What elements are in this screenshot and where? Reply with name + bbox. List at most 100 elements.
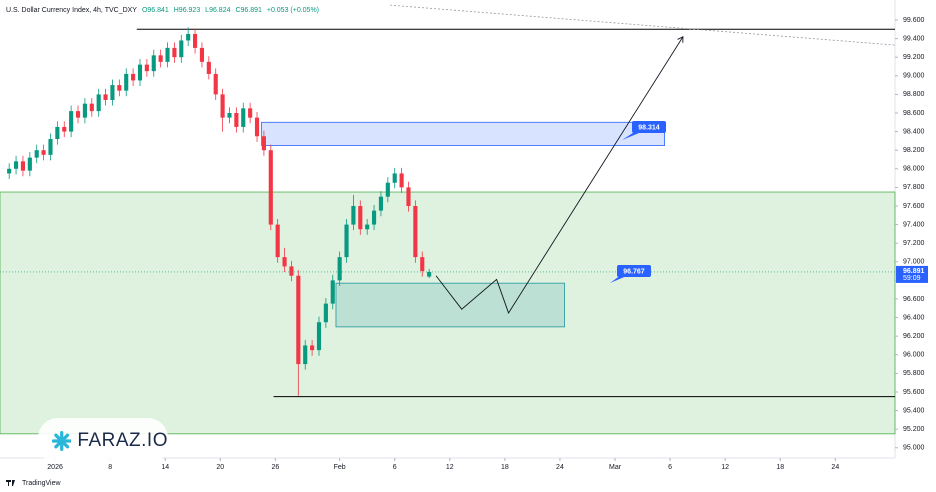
candle-body: [20, 161, 26, 171]
candle-body: [330, 280, 335, 304]
callout-pointer: [622, 131, 644, 140]
y-tick-label: 95.600: [903, 389, 925, 396]
high: H96.923: [173, 7, 201, 14]
candle-body: [378, 196, 384, 211]
candle-body: [103, 94, 108, 100]
y-tick-label: 98.800: [903, 91, 925, 98]
y-tick-label: 97.000: [903, 259, 925, 266]
zone: [261, 121, 665, 146]
y-tick-label: 99.400: [903, 35, 925, 42]
candle-body: [137, 64, 143, 81]
candle-body: [427, 271, 432, 277]
y-tick-label: 95.000: [903, 445, 925, 452]
candle-body: [48, 139, 53, 155]
y-tick-label: 96.000: [903, 352, 925, 359]
x-tick-label: 12: [721, 464, 729, 471]
candle-body: [69, 111, 74, 132]
y-tick-label: 98.000: [903, 166, 925, 173]
candle-body: [89, 103, 94, 112]
candle-body: [144, 64, 149, 72]
zone: [335, 282, 565, 328]
x-tick-label: 18: [501, 464, 509, 471]
candle-body: [213, 73, 218, 95]
candle-body: [41, 150, 46, 155]
candle-body: [117, 85, 122, 91]
y-tick-label: 96.400: [903, 314, 925, 321]
x-tick-label: 20: [216, 464, 224, 471]
header: U.S. Dollar Currency Index, 4h, TVC_DXY …: [6, 7, 322, 14]
candle-body: [62, 126, 67, 132]
candle-body: [179, 40, 184, 58]
open: O96.841: [141, 7, 169, 14]
low: L96.824: [205, 7, 231, 14]
candle-body: [220, 94, 225, 118]
y-tick-label: 96.600: [903, 296, 925, 303]
candle-body: [420, 257, 425, 272]
x-tick-label: 2026: [47, 464, 63, 471]
candle-body: [275, 224, 280, 258]
candle-body: [234, 112, 239, 127]
candle-body: [165, 47, 170, 62]
trend-line: [390, 4, 896, 46]
candle-body: [227, 112, 232, 118]
last-price-label: 96.891: [903, 268, 925, 275]
candle-body: [296, 275, 301, 365]
x-tick-label: 6: [668, 464, 672, 471]
x-tick-label: 24: [556, 464, 564, 471]
candle-body: [34, 150, 39, 158]
y-tick-label: 97.200: [903, 240, 925, 247]
candle-body: [337, 257, 342, 281]
x-tick-label: Mar: [609, 464, 622, 471]
candle-body: [199, 47, 205, 62]
candle-body: [248, 108, 253, 118]
y-tick-label: 95.400: [903, 407, 925, 414]
x-tick-label: Feb: [334, 464, 346, 471]
y-tick-label: 95.800: [903, 370, 925, 377]
zone: [0, 191, 896, 435]
x-tick-label: 14: [161, 464, 169, 471]
candle-body: [96, 94, 101, 112]
candle-body: [344, 224, 349, 258]
candle-body: [413, 205, 418, 258]
candle-body: [82, 103, 87, 118]
candle-body: [7, 168, 12, 174]
y-tick-label: 99.200: [903, 54, 925, 61]
candle-body: [261, 136, 266, 151]
candle-body: [172, 47, 177, 58]
candle-body: [124, 73, 129, 91]
last-price-tag: [896, 265, 928, 283]
candle-body: [365, 224, 370, 230]
projection-path: [435, 36, 684, 314]
arrow-head: [677, 35, 684, 43]
y-tick-label: 97.600: [903, 203, 925, 210]
candle-body: [27, 157, 32, 171]
symbol-title: U.S. Dollar Currency Index, 4h, TVC_DXY: [6, 7, 137, 14]
x-tick-label: 18: [776, 464, 784, 471]
candle-body: [254, 117, 260, 137]
candle-body: [392, 173, 397, 183]
y-tick-label: 98.200: [903, 147, 925, 154]
candle-body: [151, 55, 156, 72]
x-tick-label: 8: [108, 464, 112, 471]
y-tick-label: 97.400: [903, 221, 925, 228]
candle-body: [206, 61, 211, 74]
callout-label: 98.314: [638, 124, 660, 131]
candle-body: [158, 55, 163, 62]
x-tick-label: 6: [393, 464, 397, 471]
candle-body: [385, 182, 390, 197]
y-tick-label: 97.800: [903, 184, 925, 191]
x-tick-label: 12: [446, 464, 454, 471]
candle-body: [303, 345, 308, 365]
candle-body: [75, 111, 81, 118]
candle-body: [282, 257, 287, 267]
watermark-logo: [52, 430, 72, 452]
callout-box: [632, 121, 666, 133]
candle-body: [316, 322, 322, 351]
tv-logo: [6, 480, 15, 486]
callout-box: [617, 265, 651, 277]
candle-body: [186, 33, 191, 41]
y-tick-label: 95.200: [903, 426, 925, 433]
candle-body: [399, 173, 404, 188]
